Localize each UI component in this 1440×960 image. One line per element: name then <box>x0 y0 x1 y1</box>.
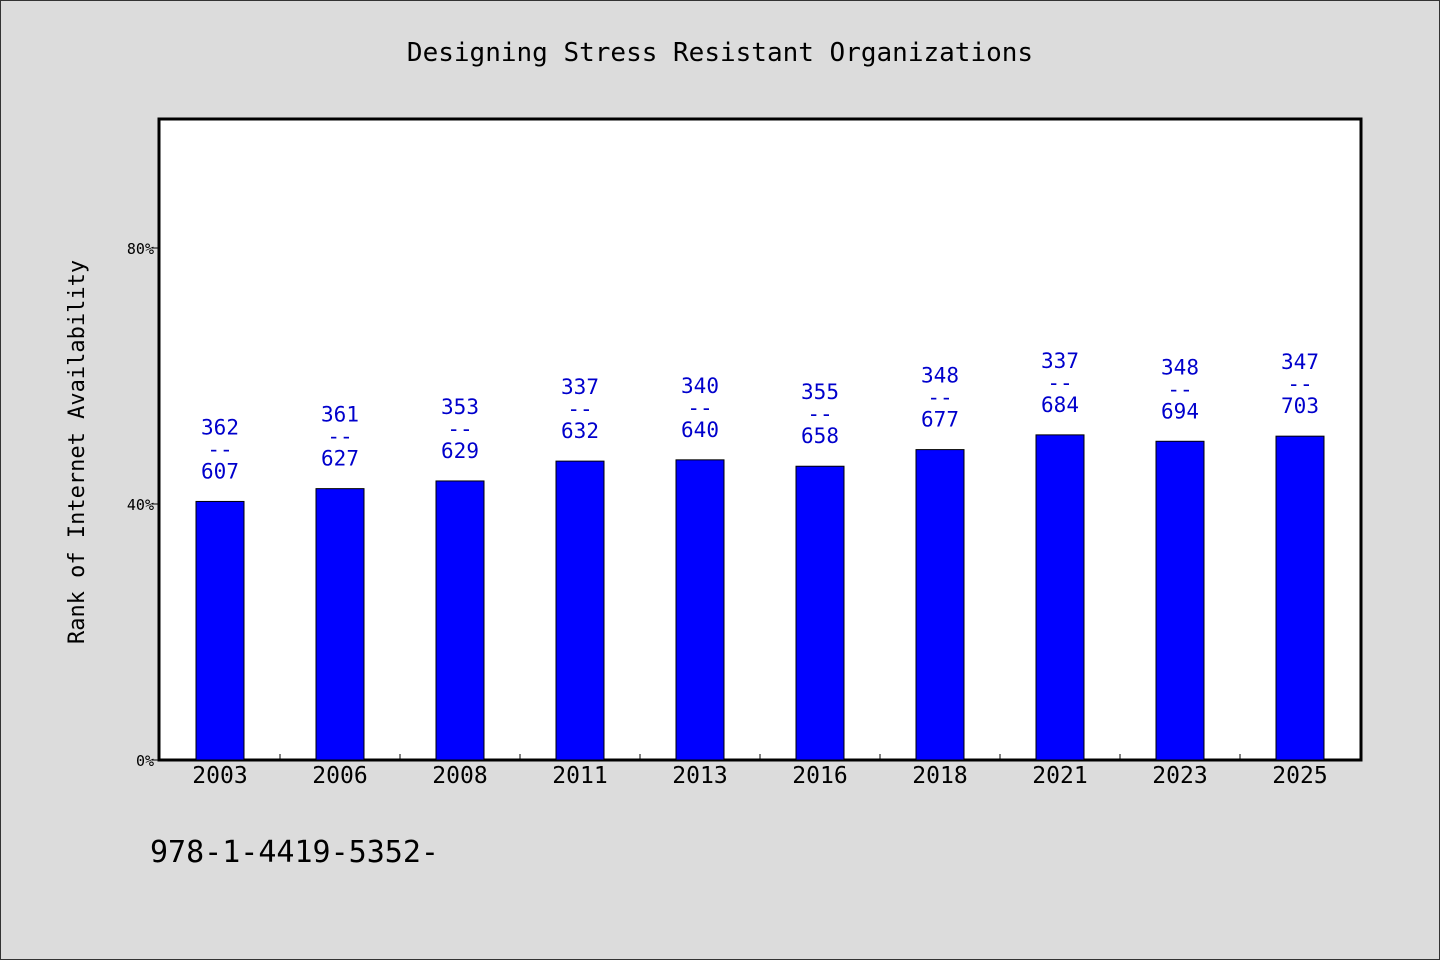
y-tick-label: 80% <box>127 240 154 258</box>
bar-data-label: 632 <box>561 419 599 443</box>
bar-data-label: 337 <box>1041 349 1079 373</box>
bar-2008 <box>435 480 485 761</box>
bar-data-label: 337 <box>561 375 599 399</box>
bar-2003 <box>195 500 245 761</box>
bar-data-label: -- <box>1047 371 1072 395</box>
bar-data-label: 640 <box>681 418 719 442</box>
bar-2011 <box>555 460 605 761</box>
bar-data-label: 348 <box>1161 355 1199 379</box>
bar-data-label: -- <box>927 386 952 410</box>
x-tick-label: 2023 <box>1152 763 1207 789</box>
bar-data-label: 658 <box>801 424 839 448</box>
bar-data-label: -- <box>567 397 592 421</box>
bar-data-label: 703 <box>1281 394 1319 418</box>
bar-data-label: 607 <box>201 459 239 483</box>
x-tick-label: 2013 <box>672 763 727 789</box>
bar-data-label: -- <box>327 425 352 449</box>
chart-title: Designing Stress Resistant Organizations <box>407 38 1033 68</box>
bar-data-label: 362 <box>201 415 239 439</box>
bar-data-label: 677 <box>921 408 959 432</box>
x-tick-label: 2006 <box>312 763 367 789</box>
bar-data-label: 348 <box>921 364 959 388</box>
bar-data-label: -- <box>807 402 832 426</box>
y-axis-label: Rank of Internet Availability <box>65 260 90 644</box>
bar-data-label: 340 <box>681 374 719 398</box>
bar-2018 <box>915 449 965 761</box>
bar-2023 <box>1155 440 1205 761</box>
bar-data-label: -- <box>447 417 472 441</box>
bar-labels-group: 362--607361--627353--629337--632340--640… <box>201 349 1319 484</box>
y-tick-label: 40% <box>127 496 154 514</box>
x-tick-label: 2011 <box>552 763 607 789</box>
bar-data-label: 347 <box>1281 350 1319 374</box>
footnote: 978-1-4419-5352- <box>150 835 439 870</box>
bar-data-label: 353 <box>441 395 479 419</box>
bar-data-label: -- <box>1287 372 1312 396</box>
bar-2016 <box>795 465 845 761</box>
x-axis-ticks: 2003 2006 2008 2011 2013 2016 2018 2021 2023 2025 <box>192 754 1328 789</box>
bar-2006 <box>315 488 365 761</box>
bars-group <box>195 434 1325 761</box>
y-axis-ticks: 0% 40% 80% <box>127 240 160 770</box>
bar-2013 <box>675 459 725 761</box>
x-tick-label: 2003 <box>192 763 247 789</box>
x-tick-label: 2008 <box>432 763 487 789</box>
bar-data-label: 684 <box>1041 393 1079 417</box>
bar-2021 <box>1035 434 1085 761</box>
x-tick-label: 2025 <box>1272 763 1327 789</box>
x-tick-label: 2016 <box>792 763 847 789</box>
bar-data-label: -- <box>687 396 712 420</box>
x-tick-label: 2021 <box>1032 763 1087 789</box>
bar-data-label: 361 <box>321 403 359 427</box>
x-tick-label: 2018 <box>912 763 967 789</box>
y-tick-label: 0% <box>136 752 154 770</box>
bar-2025 <box>1275 435 1325 761</box>
bar-data-label: 355 <box>801 380 839 404</box>
bar-data-label: 627 <box>321 447 359 471</box>
bar-data-label: 629 <box>441 439 479 463</box>
bar-data-label: -- <box>1167 377 1192 401</box>
bar-data-label: -- <box>207 437 232 461</box>
bar-data-label: 694 <box>1161 399 1199 423</box>
